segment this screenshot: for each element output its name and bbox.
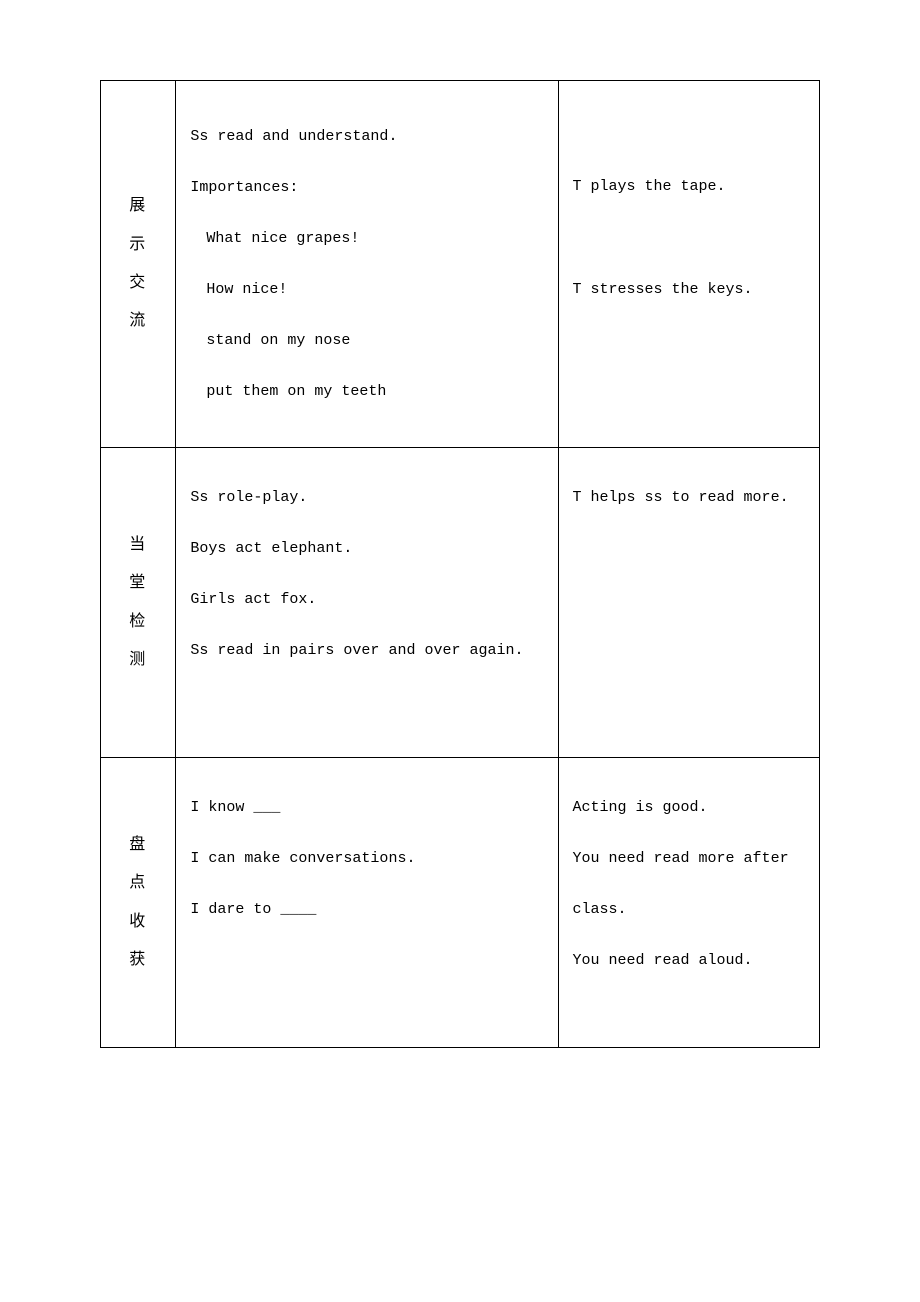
section-label: 当堂检测: [101, 448, 176, 758]
content-line: Boys act elephant.: [190, 523, 543, 574]
content-line: I can make conversations.: [190, 833, 543, 884]
table-row: 当堂检测Ss role-play.Boys act elephant.Girls…: [101, 448, 820, 758]
content-line: I dare to ____: [190, 884, 543, 935]
section-content: Ss read and understand.Importances:What …: [176, 81, 558, 448]
notes-gap: [573, 212, 805, 264]
content-line: stand on my nose: [190, 315, 543, 366]
table-row: 展示交流Ss read and understand.Importances:W…: [101, 81, 820, 448]
section-label: 展示交流: [101, 81, 176, 448]
notes-line: T helps ss to read more.: [573, 472, 805, 523]
section-content: I know ___I can make conversations.I dar…: [176, 758, 558, 1048]
lesson-plan-table: 展示交流Ss read and understand.Importances:W…: [100, 80, 820, 1048]
section-notes: Acting is good.You need read more afterc…: [558, 758, 819, 1048]
content-line: Ss read in pairs over and over again.: [190, 625, 543, 676]
label-char: 流: [115, 302, 161, 340]
section-notes: T helps ss to read more.: [558, 448, 819, 758]
content-line: Ss role-play.: [190, 472, 543, 523]
label-char: 测: [115, 641, 161, 679]
section-notes: T plays the tape. T stresses the keys.: [558, 81, 819, 448]
notes-line: You need read aloud.: [573, 935, 805, 986]
section-label: 盘点收获: [101, 758, 176, 1048]
notes-line: T stresses the keys.: [573, 264, 805, 315]
content-line: I know ___: [190, 782, 543, 833]
content-line: How nice!: [190, 264, 543, 315]
table-body: 展示交流Ss read and understand.Importances:W…: [101, 81, 820, 1048]
label-char: 点: [115, 864, 161, 902]
notes-line: You need read more after: [573, 833, 805, 884]
label-char: 收: [115, 903, 161, 941]
label-char: 展: [115, 187, 161, 225]
notes-line: Acting is good.: [573, 782, 805, 833]
content-line: Importances:: [190, 162, 543, 213]
label-char: 示: [115, 226, 161, 264]
label-char: 当: [115, 526, 161, 564]
content-line: What nice grapes!: [190, 213, 543, 264]
notes-line: class.: [573, 884, 805, 935]
table-row: 盘点收获I know ___I can make conversations.I…: [101, 758, 820, 1048]
content-line: put them on my teeth: [190, 366, 543, 417]
label-char: 盘: [115, 826, 161, 864]
label-char: 堂: [115, 564, 161, 602]
content-line: Girls act fox.: [190, 574, 543, 625]
section-content: Ss role-play.Boys act elephant.Girls act…: [176, 448, 558, 758]
content-line: Ss read and understand.: [190, 111, 543, 162]
notes-line: T plays the tape.: [573, 161, 805, 212]
label-char: 交: [115, 264, 161, 302]
label-char: 获: [115, 941, 161, 979]
label-char: 检: [115, 603, 161, 641]
